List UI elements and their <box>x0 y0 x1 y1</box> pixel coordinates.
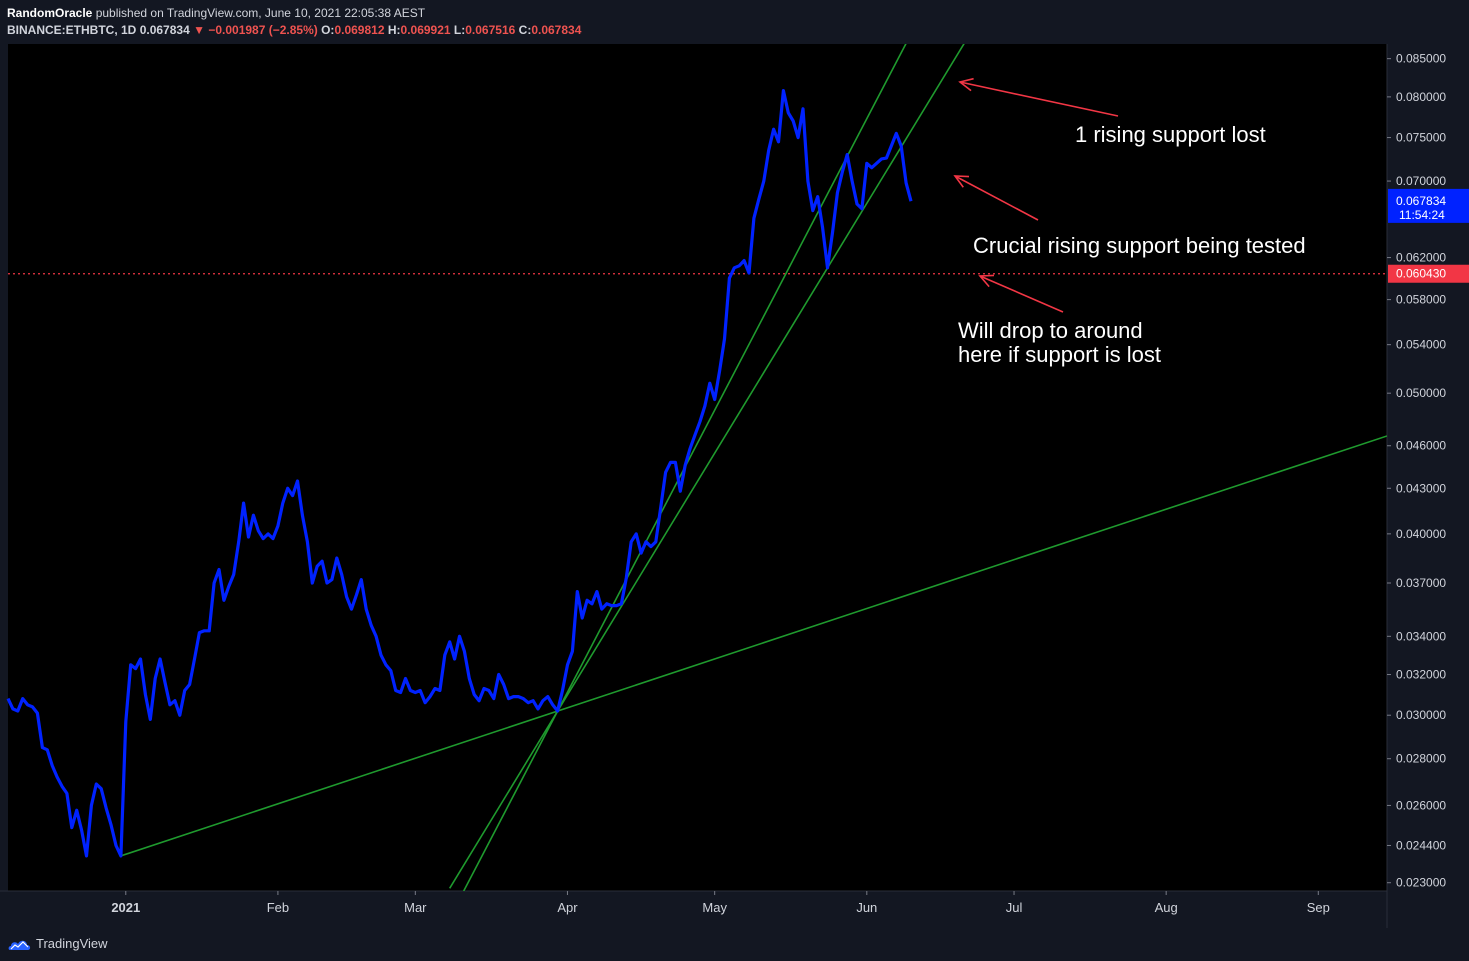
x-tick-label: Mar <box>404 900 427 915</box>
y-tick-label: 0.046000 <box>1396 439 1446 453</box>
y-tick-label: 0.024400 <box>1396 838 1446 852</box>
y-tick-label: 0.070000 <box>1396 174 1446 188</box>
y-tick-label: 0.040000 <box>1396 527 1446 541</box>
footer: TradingView <box>0 928 1469 961</box>
last-price: 0.067834 <box>139 23 190 37</box>
ohlc-legend: BINANCE:ETHBTC, 1D 0.067834 ▼ −0.001987 … <box>7 23 581 37</box>
x-tick-label: Jun <box>856 900 877 915</box>
arrow-drop-target-head <box>978 274 995 288</box>
arrow-support-tested-head <box>953 175 970 188</box>
level-price-badge-value: 0.060430 <box>1396 267 1446 281</box>
open-value: 0.069812 <box>334 23 385 37</box>
arrow-drop-target[interactable] <box>979 275 1064 313</box>
x-tick-label: Feb <box>267 900 289 915</box>
tradingview-brand: TradingView <box>36 936 108 951</box>
low-value: 0.067516 <box>465 23 516 37</box>
trend-line-rising-support[interactable] <box>448 44 1034 889</box>
trend-line-steep[interactable] <box>450 44 1009 918</box>
last-price-badge <box>1388 188 1469 223</box>
down-arrow-icon: ▼ <box>193 23 205 37</box>
y-tick-label: 0.034000 <box>1396 629 1446 643</box>
price-series-line[interactable] <box>6 88 913 858</box>
last-price-badge-countdown: 11:54:24 <box>1399 208 1445 222</box>
y-tick-label: 0.054000 <box>1396 338 1446 352</box>
close-value: 0.067834 <box>531 23 582 37</box>
price-chart[interactable]: 0.085000 0.080000 0.075000 0.070000 0.062000… <box>0 44 1469 928</box>
annotation-drop-target[interactable]: Will drop to around here if support is l… <box>954 317 1165 369</box>
annotation-drop-line2: here if support is lost <box>958 342 1161 367</box>
arrow-support-tested[interactable] <box>954 175 1039 221</box>
publish-info: RandomOracle published on TradingView.co… <box>7 6 425 20</box>
y-tick-label: 0.023000 <box>1396 876 1446 890</box>
high-value: 0.069921 <box>400 23 451 37</box>
arrow-support-lost[interactable] <box>959 81 1119 117</box>
symbol-label[interactable]: BINANCE:ETHBTC, 1D <box>7 23 137 37</box>
x-tick-label: Jul <box>1006 900 1023 915</box>
close-label: C: <box>518 23 532 37</box>
x-tick-label: Apr <box>557 900 578 915</box>
annotation-rising-support-lost[interactable]: 1 rising support lost <box>1071 121 1270 149</box>
published-text: published on TradingView.com, June 10, 2… <box>95 6 426 20</box>
high-label: H: <box>387 23 401 37</box>
y-tick-label: 0.028000 <box>1396 752 1446 766</box>
y-tick-label: 0.043000 <box>1396 481 1446 495</box>
arrow-support-lost-head <box>958 77 974 92</box>
level-price-badge <box>1388 264 1469 283</box>
x-tick-label: Aug <box>1155 900 1178 915</box>
y-tick-label: 0.085000 <box>1396 52 1446 66</box>
x-tick-label: 2021 <box>111 900 140 915</box>
trend-line-long-term[interactable] <box>120 435 1387 857</box>
tradingview-cloud-icon <box>8 940 31 950</box>
annotation-drop-line1: Will drop to around <box>958 318 1143 343</box>
y-tick-label: 0.058000 <box>1396 293 1446 307</box>
tradingview-logo[interactable]: TradingView <box>8 936 108 951</box>
x-tick-label: Sep <box>1307 900 1330 915</box>
open-label: O: <box>321 23 335 37</box>
y-tick-label: 0.075000 <box>1396 131 1446 145</box>
y-tick-label: 0.080000 <box>1396 90 1446 104</box>
author-name[interactable]: RandomOracle <box>7 6 93 20</box>
x-tick-label: May <box>702 900 727 915</box>
plot-background <box>8 44 1387 891</box>
y-tick-label: 0.050000 <box>1396 386 1446 400</box>
y-tick-label: 0.037000 <box>1396 576 1446 590</box>
annotation-support-tested[interactable]: Crucial rising support being tested <box>969 232 1310 260</box>
last-price-badge-value: 0.067834 <box>1396 194 1446 208</box>
chart-header: RandomOracle published on TradingView.co… <box>0 0 1469 44</box>
y-tick-label: 0.032000 <box>1396 668 1446 682</box>
y-tick-label: 0.030000 <box>1396 708 1446 722</box>
y-tick-label: 0.026000 <box>1396 798 1446 812</box>
change-value: −0.001987 (−2.85%) <box>208 23 318 37</box>
y-tick-label: 0.062000 <box>1396 251 1446 265</box>
low-label: L: <box>453 23 466 37</box>
